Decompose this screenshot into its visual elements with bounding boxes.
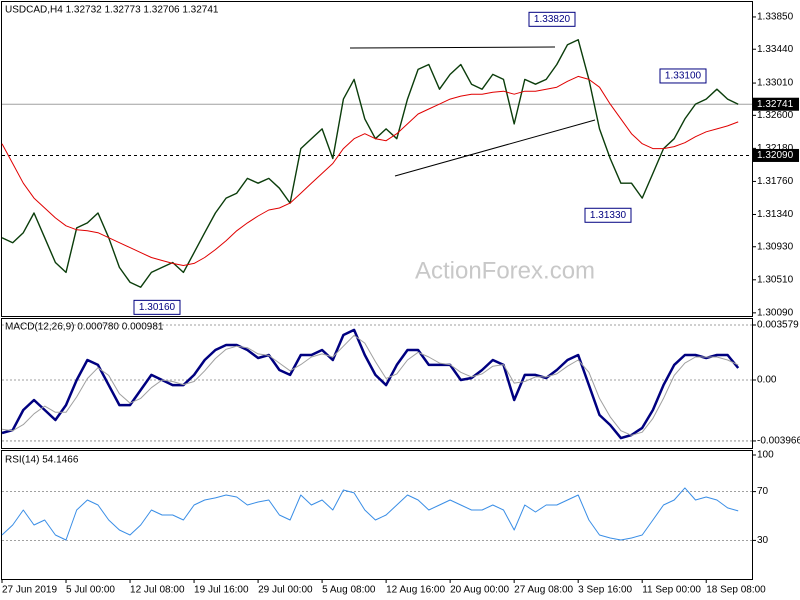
x-tick-label: 5 Aug 08:00 xyxy=(322,585,376,596)
y-tick-label: 1.33440 xyxy=(757,44,794,55)
price-title: USDCAD,H4 1.32732 1.32773 1.32706 1.3274… xyxy=(5,5,219,16)
x-tick-label: 3 Sep 16:00 xyxy=(578,585,632,596)
y-tick-label: -0.003966 xyxy=(757,436,800,447)
trend-line xyxy=(349,46,556,49)
trend-line xyxy=(394,119,596,177)
y-tick-label: 1.30930 xyxy=(757,241,794,252)
price-label-box xyxy=(753,148,799,162)
annotation-label: 1.31330 xyxy=(590,210,627,221)
series-line xyxy=(1,487,739,541)
y-tick-label: 1.32600 xyxy=(757,110,794,121)
y-tick-label: 1.30090 xyxy=(757,307,794,318)
rsi-panel xyxy=(1,450,753,580)
x-tick-label: 18 Sep 08:00 xyxy=(706,585,766,596)
y-tick-label: 30 xyxy=(757,535,769,546)
x-tick-label: 12 Jul 08:00 xyxy=(130,585,185,596)
price-label: 1.32741 xyxy=(757,99,794,110)
y-tick-label: 1.32180 xyxy=(757,143,794,154)
y-tick-label: 0.00 xyxy=(757,375,777,386)
x-tick-label: 11 Sep 00:00 xyxy=(642,585,701,596)
price-label-box xyxy=(753,97,799,111)
x-tick-label: 27 Jun 2019 xyxy=(2,585,57,596)
x-tick-label: 5 Jul 00:00 xyxy=(66,585,115,596)
series-line xyxy=(1,334,739,436)
y-tick-label: 1.31760 xyxy=(757,176,794,187)
x-tick-label: 20 Aug 00:00 xyxy=(450,585,509,596)
macd-title: MACD(12,26,9) 0.000780 0.000981 xyxy=(5,322,164,333)
x-tick-label: 19 Jul 16:00 xyxy=(194,585,249,596)
y-tick-label: 1.30510 xyxy=(757,274,794,285)
watermark: ActionForex.com xyxy=(415,257,595,284)
y-tick-label: 70 xyxy=(757,486,769,497)
series-line xyxy=(1,328,740,440)
y-tick-label: 1.33850 xyxy=(757,12,794,23)
annotation-label: 1.33100 xyxy=(665,71,702,82)
macd-panel xyxy=(1,318,753,449)
price-label: 1.32090 xyxy=(757,150,794,161)
annotation-box xyxy=(528,11,576,27)
annotation-box xyxy=(584,207,632,223)
annotation-label: 1.30160 xyxy=(139,302,176,313)
series-line xyxy=(1,39,739,288)
annotation-box xyxy=(133,299,181,315)
series-line xyxy=(1,75,739,266)
y-tick-label: 1.33010 xyxy=(757,78,794,89)
annotation-box xyxy=(659,68,707,84)
y-tick-label: 0.003579 xyxy=(757,320,799,331)
annotation-label: 1.33820 xyxy=(534,14,571,25)
rsi-title: RSI(14) 54.1466 xyxy=(5,455,79,466)
x-tick-label: 27 Aug 08:00 xyxy=(514,585,573,596)
price-panel xyxy=(1,1,753,317)
x-tick-label: 29 Jul 00:00 xyxy=(258,585,313,596)
y-tick-label: 1.31340 xyxy=(757,209,794,220)
x-tick-label: 12 Aug 16:00 xyxy=(386,585,445,596)
y-tick-label: 100 xyxy=(757,450,774,461)
